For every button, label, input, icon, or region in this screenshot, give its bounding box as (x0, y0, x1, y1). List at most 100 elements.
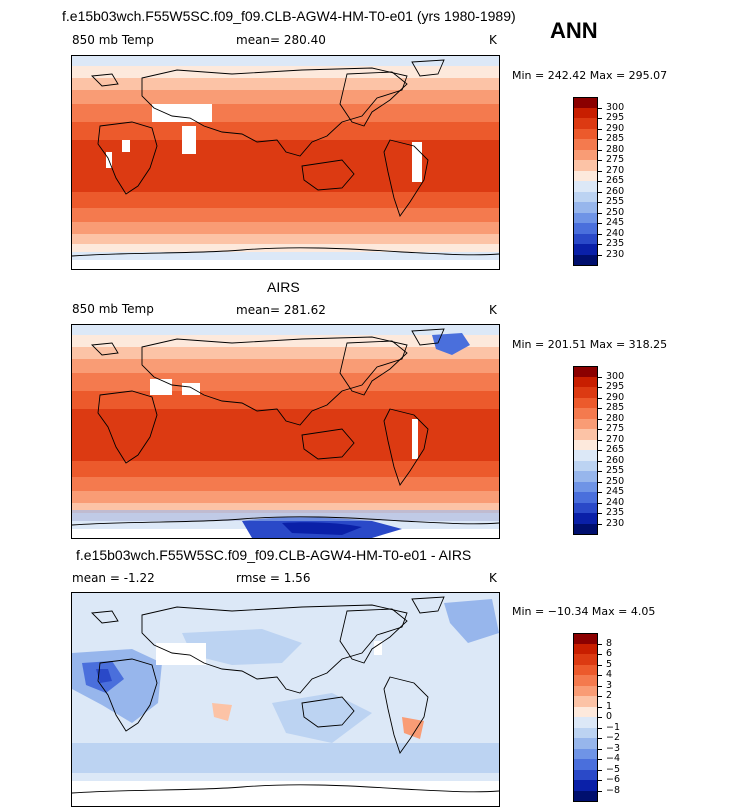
colorbar-tick (598, 664, 602, 666)
colorbar-tick (598, 191, 602, 193)
colorbar-tick (598, 397, 602, 399)
colorbar-tick (598, 160, 602, 161)
colorbar-tick (598, 202, 602, 203)
colorbar-tick (598, 790, 602, 792)
colorbar-tick (598, 429, 602, 430)
panel2-title: AIRS (267, 279, 300, 295)
colorbar-swatch (573, 191, 598, 203)
colorbar-tick (598, 244, 602, 245)
colorbar-level-label: 300 (606, 101, 625, 113)
colorbar-swatch (573, 460, 598, 472)
colorbar-tick (598, 450, 602, 451)
panel3-minmax: Min = −10.34 Max = 4.05 (512, 605, 656, 618)
colorbar-level-label: −5 (606, 763, 621, 775)
colorbar-swatch (573, 717, 598, 728)
map-field (72, 56, 499, 269)
colorbar-swatch (573, 223, 598, 234)
colorbar-swatch (573, 149, 598, 161)
colorbar-swatch (573, 706, 598, 718)
colorbar-swatch (573, 418, 598, 430)
colorbar-swatch (573, 376, 598, 388)
colorbar-swatch (573, 366, 598, 377)
colorbar-level-label: 4 (606, 669, 613, 680)
colorbar-tick (598, 492, 602, 493)
colorbar-level-label: 1 (606, 700, 613, 712)
colorbar-swatch (573, 254, 598, 266)
colorbar-level-label: 240 (606, 496, 625, 508)
colorbar-tick (598, 233, 602, 235)
colorbar-tick (598, 408, 602, 409)
colorbar-swatch (573, 696, 598, 707)
colorbar-tick (598, 513, 602, 514)
panel2-units-label: K (489, 303, 497, 317)
colorbar-swatch (573, 139, 598, 150)
colorbar-level-label: 260 (606, 185, 625, 197)
colorbar-level-label: 8 (606, 637, 613, 649)
colorbar-swatch (573, 633, 598, 644)
colorbar-swatch (573, 202, 598, 213)
colorbar-level-label: 280 (606, 412, 625, 424)
colorbar-tick (598, 139, 602, 140)
colorbar-tick (598, 418, 602, 420)
colorbar-level-label: −3 (606, 742, 621, 754)
colorbar-tick (598, 727, 602, 729)
colorbar-level-label: 235 (606, 507, 625, 518)
colorbar-tick (598, 717, 602, 718)
panel1-map (71, 55, 500, 270)
colorbar-level-label: 295 (606, 381, 625, 392)
colorbar-swatch (573, 769, 598, 781)
panel2-variable-label: 850 mb Temp (72, 302, 154, 316)
panel1-colorbar: 300 295 290 285 280 275 270 265 260 255 250 245 240 2… (573, 97, 633, 266)
colorbar-swatch (573, 450, 598, 461)
colorbar-level-label: 300 (606, 370, 625, 382)
panel1-mean-label: mean= 280.40 (236, 33, 326, 47)
colorbar-swatch (573, 790, 598, 802)
colorbar-swatch (573, 233, 598, 245)
colorbar-swatch (573, 502, 598, 514)
colorbar-level-label: 2 (606, 690, 613, 701)
panel3-title: f.e15b03wch.F55W5SC.f09_f09.CLB-AGW4-HM-… (76, 547, 472, 563)
colorbar-tick (598, 223, 602, 224)
colorbar-swatch (573, 748, 598, 760)
colorbar-tick (598, 439, 602, 441)
colorbar-tick (598, 696, 602, 697)
panel1-units-label: K (489, 33, 497, 47)
colorbar-level-label: 290 (606, 122, 625, 134)
colorbar-level-label: 5 (606, 658, 613, 670)
colorbar-swatch (573, 471, 598, 482)
colorbar-level-label: −8 (606, 784, 621, 796)
colorbar-swatch (573, 481, 598, 493)
colorbar-level-label: 285 (606, 402, 625, 413)
panel3-units-label: K (489, 571, 497, 585)
colorbar-level-label: −6 (606, 774, 621, 785)
season-label: ANN (550, 18, 598, 43)
colorbar-tick (598, 118, 602, 119)
colorbar-level-label: 230 (606, 517, 625, 529)
colorbar-swatch (573, 738, 598, 749)
panel2-minmax: Min = 201.51 Max = 318.25 (512, 338, 668, 351)
colorbar-level-label: 265 (606, 444, 625, 455)
colorbar-swatch (573, 727, 598, 739)
colorbar-tick (598, 643, 602, 645)
map-field (72, 593, 499, 806)
colorbar-tick (598, 107, 602, 109)
colorbar-tick (598, 128, 602, 130)
colorbar-swatch (573, 675, 598, 686)
panel2-map (71, 324, 500, 539)
colorbar-swatch (573, 654, 598, 665)
colorbar-level-label: 285 (606, 133, 625, 144)
colorbar-tick (598, 387, 602, 388)
run-title: f.e15b03wch.F55W5SC.f09_f09.CLB-AGW4-HM-… (62, 8, 516, 24)
colorbar-tick (598, 780, 602, 781)
colorbar-swatch (573, 387, 598, 398)
colorbar-tick (598, 523, 602, 525)
colorbar-tick (598, 460, 602, 462)
colorbar-swatch (573, 160, 598, 171)
colorbar-swatch (573, 408, 598, 419)
colorbar-level-label: 250 (606, 475, 625, 487)
colorbar-tick (598, 738, 602, 739)
colorbar-level-label: 255 (606, 196, 625, 207)
colorbar-swatch (573, 439, 598, 451)
colorbar-swatch (573, 759, 598, 770)
colorbar-tick (598, 748, 602, 750)
